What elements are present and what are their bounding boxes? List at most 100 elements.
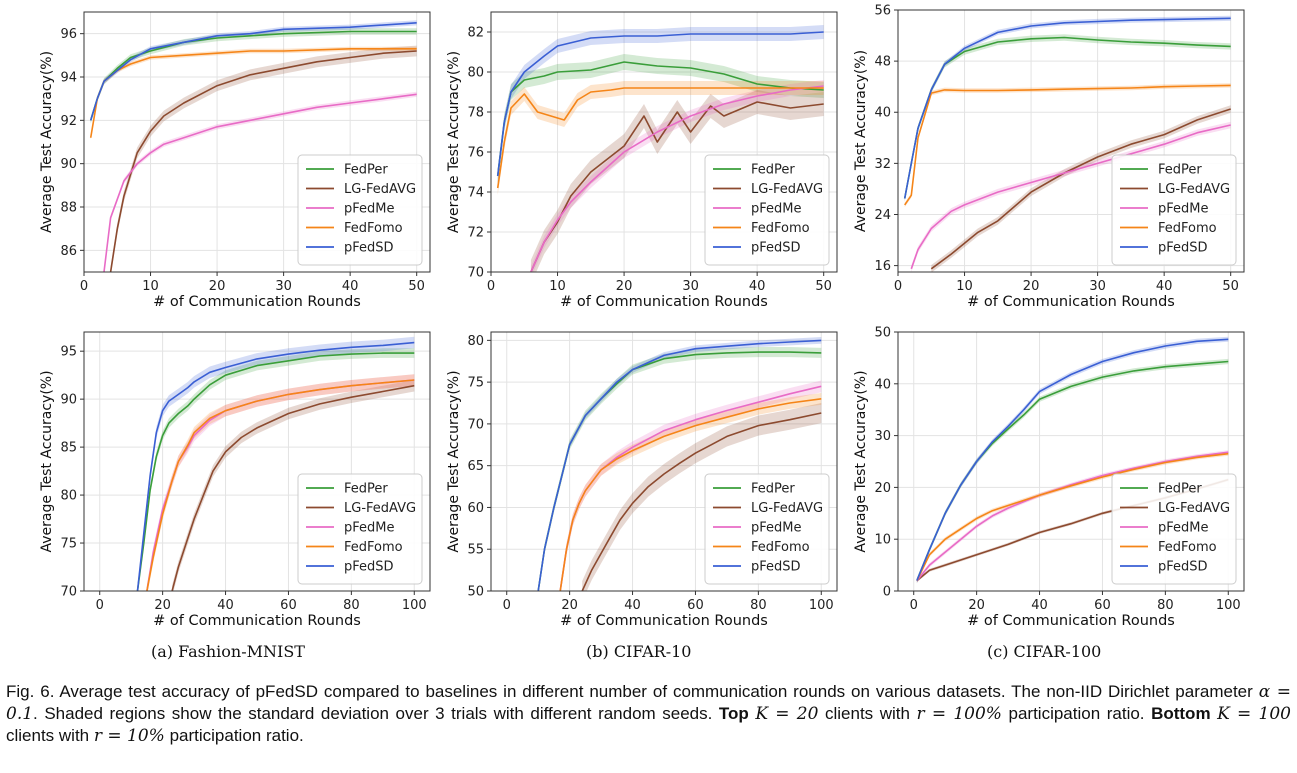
legend-box (1111, 473, 1237, 585)
y-tick-label: 95 (60, 345, 77, 360)
y-tick-label: 65 (467, 459, 484, 474)
y-tick-label: 94 (60, 71, 77, 86)
legend-label-lg-fedavg: LG-FedAVG (751, 182, 823, 197)
x-axis-label: # of Communication Rounds (153, 294, 361, 310)
y-tick-label: 55 (467, 543, 484, 558)
y-tick-label: 86 (60, 244, 77, 259)
y-tick-label: 85 (60, 441, 77, 456)
legend-label-fedfomo: FedFomo (344, 221, 403, 236)
caption-bottom-end: participation ratio. (164, 726, 304, 745)
subcaption-fashion-mnist: (a) Fashion-MNIST (151, 642, 305, 661)
legend-label-lg-fedavg: LG-FedAVG (1158, 182, 1230, 197)
legend-label-pfedme: pFedMe (344, 521, 394, 536)
legend-label-fedper: FedPer (751, 163, 795, 178)
series-line-pfedsd (89, 22, 417, 121)
caption-top-k: K = 20 (755, 704, 819, 724)
x-tick-label: 40 (1031, 598, 1048, 613)
chart-cifar100-top: 0 10 20 30 40 50 16 24 32 40 48 56 # of Communicatio… (853, 4, 1245, 310)
x-tick-label: 10 (956, 279, 973, 294)
series-line-pfedsd (916, 338, 1229, 581)
figure-caption: Fig. 6. Average test accuracy of pFedSD … (6, 681, 1291, 747)
std-band-pfedme (530, 80, 824, 272)
std-band-pfedme (104, 91, 417, 272)
legend: FedPer LG-FedAVG pFedMe FedFomo pFedSD (704, 473, 830, 585)
plot-frame (897, 331, 1245, 592)
plot-frame (490, 11, 838, 273)
series-line-fedper (136, 352, 415, 591)
chart-cifar10-top: 0 10 20 30 40 50 70 72 74 76 78 80 82 # of Communicat… (446, 11, 838, 310)
legend-label-fedper: FedPer (1158, 482, 1202, 497)
caption-bottom-text: clients with (6, 726, 94, 745)
chart-fmnist-top: 0 10 20 30 40 50 86 88 90 92 94 96 # of Communicatio… (39, 11, 431, 310)
legend-box (297, 154, 423, 266)
y-axis-label: Average Test Accuracy(%) (39, 370, 55, 552)
std-band-lg-fedavg (931, 105, 1231, 272)
legend-label-pfedme: pFedMe (1158, 202, 1208, 217)
caption-mid: . Shaded regions show the standard devia… (33, 704, 719, 723)
series-group (903, 15, 1231, 272)
series-line-pfedme (530, 85, 824, 272)
series-group (537, 337, 822, 591)
legend-label-fedfomo: FedFomo (751, 540, 810, 555)
y-tick-label: 74 (467, 186, 484, 201)
series-line-pfedme (910, 124, 1231, 270)
x-tick-label: 0 (503, 598, 511, 613)
series-group (89, 20, 417, 272)
caption-alpha: α = 0.1 (6, 682, 1291, 724)
x-tick-label: 100 (1216, 598, 1241, 613)
y-tick-label: 10 (874, 533, 891, 548)
y-tick-label: 90 (60, 157, 77, 172)
series-line-lg-fedavg (930, 108, 1231, 270)
y-tick-label: 40 (874, 106, 891, 121)
y-tick-label: 90 (60, 393, 77, 408)
std-band-lg-fedavg (110, 45, 417, 272)
legend-label-fedfomo: FedFomo (1158, 540, 1217, 555)
x-tick-label: 20 (1023, 279, 1040, 294)
series-line-fedfomo (904, 84, 1231, 206)
legend-label-fedper: FedPer (751, 482, 795, 497)
x-tick-label: 100 (402, 598, 427, 613)
y-tick-label: 50 (874, 326, 891, 341)
std-band-pfedme (560, 380, 822, 591)
legend: FedPer LG-FedAVG pFedMe FedFomo pFedSD (297, 473, 423, 585)
y-tick-label: 88 (60, 201, 77, 216)
legend: FedPer LG-FedAVG pFedMe FedFomo pFedSD (297, 154, 423, 266)
legend-box (1111, 154, 1237, 266)
y-axis-label: Average Test Accuracy(%) (39, 51, 55, 233)
x-tick-label: 0 (96, 598, 104, 613)
std-band-fedper (497, 54, 824, 184)
series-line-pfedsd (136, 341, 415, 591)
x-tick-label: 30 (275, 279, 292, 294)
legend-label-pfedsd: pFedSD (751, 560, 801, 575)
legend-label-fedfomo: FedFomo (1158, 221, 1217, 236)
series-line-fedfomo (559, 398, 822, 591)
legend-label-pfedsd: pFedSD (344, 560, 394, 575)
y-tick-label: 80 (467, 334, 484, 349)
legend-label-pfedme: pFedMe (344, 202, 394, 217)
caption-top-label: Top (718, 704, 749, 723)
x-tick-label: 60 (687, 598, 704, 613)
legend-box (704, 473, 830, 585)
legend-box (704, 154, 830, 266)
caption-lead: Fig. 6. Average test accuracy of pFedSD … (6, 682, 1259, 701)
caption-top-text: clients with (818, 704, 917, 723)
plot-frame (83, 11, 431, 273)
y-tick-label: 70 (467, 417, 484, 432)
caption-top-r: r = 100% (916, 704, 1002, 724)
chart-cifar100-bottom: 0 20 40 60 80 100 0 10 20 30 40 50 # of Communicatio… (853, 326, 1245, 629)
legend-label-fedfomo: FedFomo (344, 540, 403, 555)
plot-frame (83, 331, 431, 592)
series-line-pfedsd (496, 31, 824, 177)
legend-label-lg-fedavg: LG-FedAVG (344, 501, 416, 516)
legend-label-pfedme: pFedMe (751, 202, 801, 217)
std-band-lg-fedavg (582, 403, 822, 591)
y-tick-label: 30 (874, 429, 891, 444)
x-tick-label: 40 (1156, 279, 1173, 294)
x-tick-label: 40 (342, 279, 359, 294)
y-tick-label: 40 (874, 377, 891, 392)
y-tick-label: 32 (874, 157, 891, 172)
legend: FedPer LG-FedAVG pFedMe FedFomo pFedSD (704, 154, 830, 266)
std-band-pfedsd (497, 25, 824, 183)
std-band-fedfomo (560, 393, 822, 591)
